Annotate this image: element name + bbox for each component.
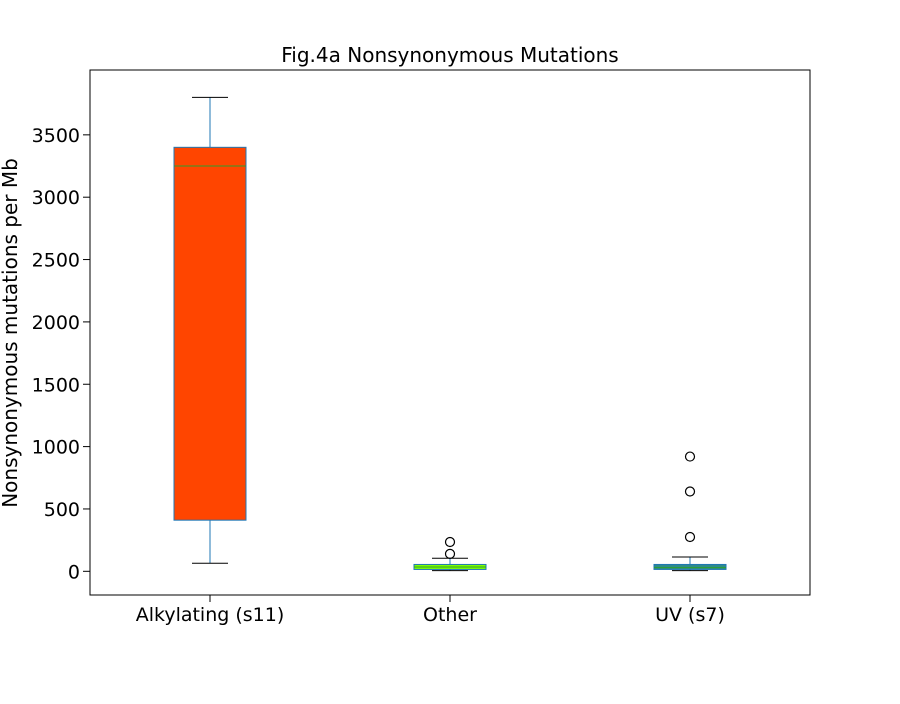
- outlier-point: [684, 486, 696, 497]
- outlier-point: [444, 548, 456, 559]
- box: [173, 146, 247, 521]
- outlier-point: [684, 531, 696, 543]
- y-tick-label: 3000: [32, 187, 80, 209]
- y-axis-label: Nonsynonymous mutations per Mb: [0, 158, 22, 508]
- x-tick-label: UV (s7): [655, 604, 725, 626]
- x-tick-label: Alkylating (s11): [136, 604, 285, 626]
- chart-title: Fig.4a Nonsynonymous Mutations: [281, 43, 618, 67]
- y-tick-label: 500: [44, 499, 80, 521]
- box-group: [413, 536, 487, 572]
- box: [653, 563, 727, 570]
- outlier-point: [684, 451, 696, 462]
- outlier-point: [444, 536, 456, 548]
- y-tick-label: 2000: [32, 312, 80, 334]
- x-axis: Alkylating (s11) Other UV (s7): [136, 595, 725, 626]
- x-tick-label: Other: [423, 604, 477, 626]
- box-group: [173, 96, 247, 564]
- plot-area: [173, 96, 727, 572]
- y-tick-label: 1500: [32, 374, 80, 396]
- y-tick-label: 2500: [32, 250, 80, 272]
- y-tick-label: 1000: [32, 437, 80, 459]
- y-axis: 0 500 1000 1500 2000 2500 3000 3500: [32, 125, 90, 583]
- y-tick-label: 3500: [32, 125, 80, 147]
- box-group: [653, 451, 727, 572]
- y-tick-label: 0: [68, 561, 80, 583]
